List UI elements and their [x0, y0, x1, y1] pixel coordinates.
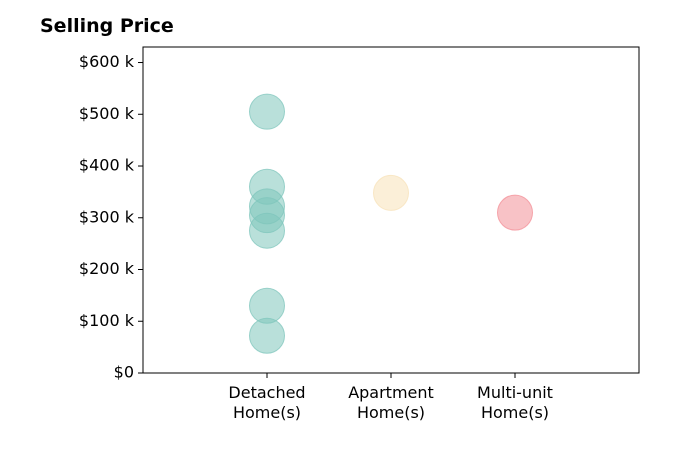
- x-tick-label-line: Detached: [228, 383, 305, 402]
- x-axis: Detached Home(s)Apartment Home(s)Multi-uni…: [228, 373, 553, 422]
- x-tick-label-line: Home(s): [357, 403, 425, 422]
- x-tick-label: Detached Home(s): [228, 383, 305, 422]
- y-tick-label: $0: [114, 363, 134, 382]
- x-tick-label-line: Home(s): [233, 403, 301, 422]
- x-tick-label: Apartment Home(s): [348, 383, 434, 422]
- y-tick-label: $200 k: [79, 259, 135, 278]
- plot-frame: [142, 46, 640, 374]
- data-point: [249, 93, 285, 130]
- y-tick-label: $400 k: [79, 156, 135, 175]
- y-axis: $0 $100 k $200 k $300 k $400 k $500 k $600 k: [79, 52, 143, 382]
- data-point: [249, 212, 285, 249]
- y-tick-label: $500 k: [79, 104, 135, 123]
- chart-title: Selling Price: [40, 15, 174, 37]
- data-point: [249, 317, 285, 354]
- x-tick-label-line: Home(s): [481, 403, 549, 422]
- data-point: [497, 194, 533, 231]
- x-tick-label-line: Apartment: [348, 383, 434, 402]
- data-points: [249, 93, 533, 354]
- data-point: [373, 174, 409, 211]
- x-tick-label-line: Multi-unit: [477, 383, 553, 402]
- y-tick-label: $600 k: [79, 52, 135, 71]
- y-tick-label: $300 k: [79, 207, 135, 226]
- x-tick-label: Multi-unit Home(s): [477, 383, 553, 422]
- y-tick-label: $100 k: [79, 311, 135, 330]
